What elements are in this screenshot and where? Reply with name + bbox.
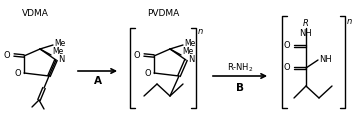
Text: N: N: [188, 55, 194, 65]
Text: A: A: [93, 76, 102, 86]
Text: O: O: [283, 41, 290, 51]
Text: N: N: [58, 55, 64, 65]
Text: n: n: [198, 27, 203, 37]
Text: Me: Me: [182, 47, 193, 56]
Text: Me: Me: [52, 47, 63, 56]
Text: O: O: [4, 51, 10, 59]
Text: VDMA: VDMA: [22, 9, 48, 19]
Text: O: O: [133, 51, 140, 59]
Text: O: O: [15, 69, 21, 77]
Text: B: B: [236, 83, 244, 93]
Text: NH: NH: [319, 55, 332, 64]
Text: Me: Me: [184, 39, 195, 49]
Text: R-NH$_2$: R-NH$_2$: [227, 62, 253, 74]
Text: O: O: [144, 69, 151, 77]
Text: R: R: [303, 19, 309, 27]
Text: Me: Me: [54, 39, 65, 49]
Text: n: n: [347, 18, 352, 26]
Text: O: O: [283, 64, 290, 72]
Text: PVDMA: PVDMA: [147, 9, 179, 19]
Text: NH: NH: [299, 28, 312, 38]
